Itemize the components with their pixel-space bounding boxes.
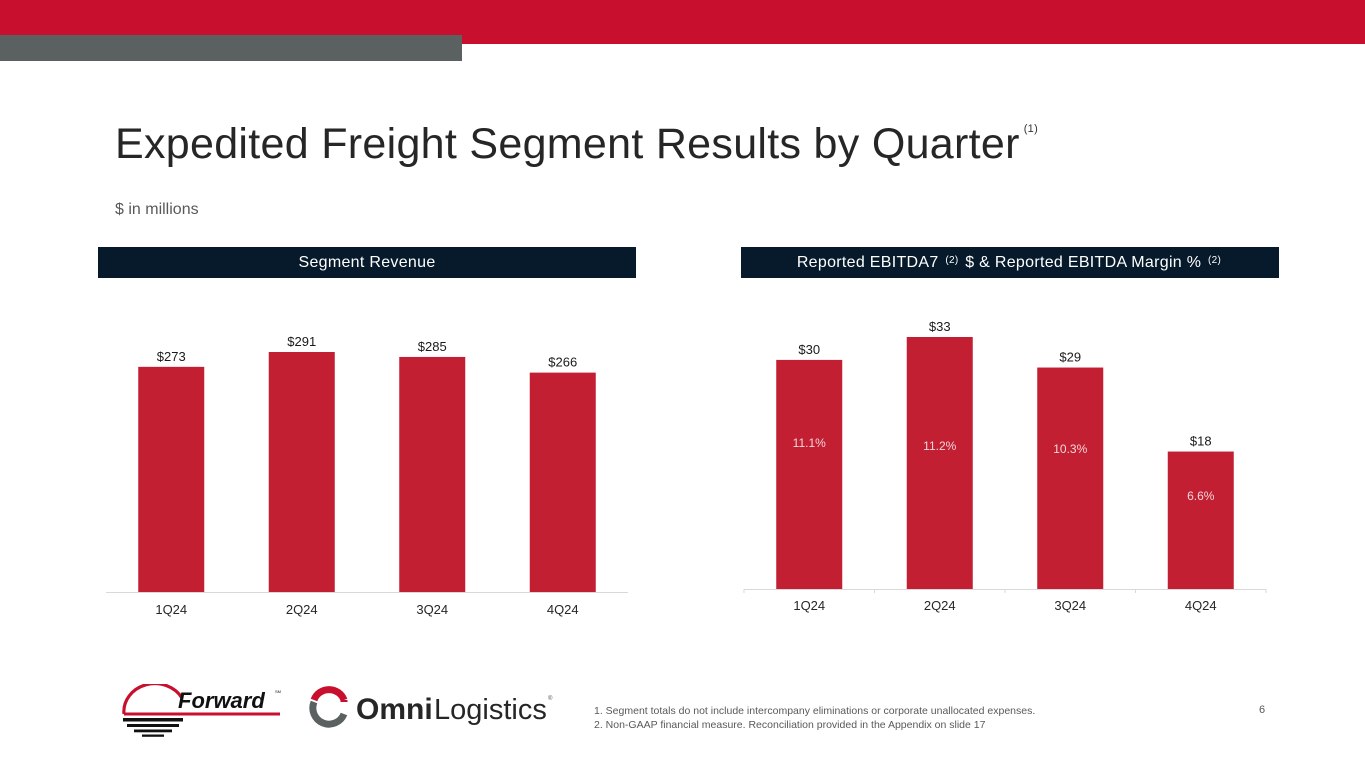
value-label: $33: [929, 319, 951, 334]
category-label: 3Q24: [416, 602, 448, 617]
ebitda-header: Reported EBITDA7 (2) $ & Reported EBITDA…: [741, 247, 1279, 278]
page-title: Expedited Freight Segment Results by Qua…: [115, 120, 1038, 169]
ebitda-header-text-2: $ & Reported EBITDA Margin %: [965, 253, 1202, 271]
footnote-1: 1. Segment totals do not include interco…: [594, 705, 1036, 717]
category-label: 2Q24: [924, 598, 956, 613]
ebitda-header-footnote-1: (2): [945, 255, 959, 266]
category-label: 1Q24: [793, 598, 825, 613]
bar-3q24: [399, 356, 466, 592]
bar-1q24: [138, 366, 205, 592]
value-label: $285: [418, 339, 447, 354]
margin-label: 11.2%: [923, 439, 956, 453]
forward-logo-text: Forward: [178, 688, 265, 713]
omni-logistics-logo: Omni Logistics ®: [309, 686, 553, 728]
margin-label: 10.3%: [1053, 442, 1087, 456]
margin-label: 11.1%: [793, 436, 826, 450]
bar-2q24: [906, 337, 973, 589]
ebitda-header-text-1: Reported EBITDA7: [796, 253, 939, 271]
segment-revenue-header: Segment Revenue: [98, 247, 636, 278]
value-label: $30: [798, 342, 820, 357]
margin-label: 6.6%: [1187, 489, 1215, 503]
page-subtitle: $ in millions: [115, 201, 199, 218]
title-footnote-ref: (1): [1023, 123, 1039, 135]
category-label: 4Q24: [1185, 598, 1217, 613]
value-label: $273: [157, 349, 186, 364]
bar-4q24: [1167, 451, 1234, 589]
value-label: $29: [1059, 350, 1081, 365]
segment-revenue-header-text: Segment Revenue: [298, 253, 436, 271]
omni-logo-light-text: Logistics: [434, 694, 547, 726]
omni-logo-bold-text: Omni: [356, 693, 433, 726]
ebitda-header-footnote-2: (2): [1208, 255, 1222, 266]
value-label: $291: [287, 334, 316, 349]
bar-3q24: [1037, 367, 1104, 589]
top-gray-band: [0, 35, 462, 61]
bar-1q24: [776, 359, 843, 589]
bar-4q24: [529, 372, 596, 592]
category-label: 1Q24: [155, 602, 187, 617]
footnote-2: 2. Non-GAAP financial measure. Reconcili…: [594, 719, 986, 731]
category-label: 2Q24: [286, 602, 318, 617]
forward-logo: Forward SM: [122, 684, 281, 737]
bar-2q24: [268, 352, 335, 592]
forward-logo-mark: SM: [275, 689, 281, 694]
value-label: $266: [548, 355, 577, 370]
category-label: 4Q24: [547, 602, 579, 617]
footnotes: 1. Segment totals do not include interco…: [594, 704, 1035, 732]
segment-revenue-chart: $273 1Q24 $291 2Q24 $285 3Q24 $266 4Q24: [106, 334, 628, 617]
page-title-text: Expedited Freight Segment Results by Qua…: [115, 120, 1020, 168]
value-label: $18: [1190, 434, 1212, 449]
ebitda-chart: $30 1Q24 11.1% $33 2Q24 11.2% $29 3Q24 10.3% $18 4…: [743, 319, 1267, 613]
page-number: 6: [1259, 704, 1266, 716]
omni-logo-mark: ®: [548, 695, 553, 702]
category-label: 3Q24: [1054, 598, 1086, 613]
